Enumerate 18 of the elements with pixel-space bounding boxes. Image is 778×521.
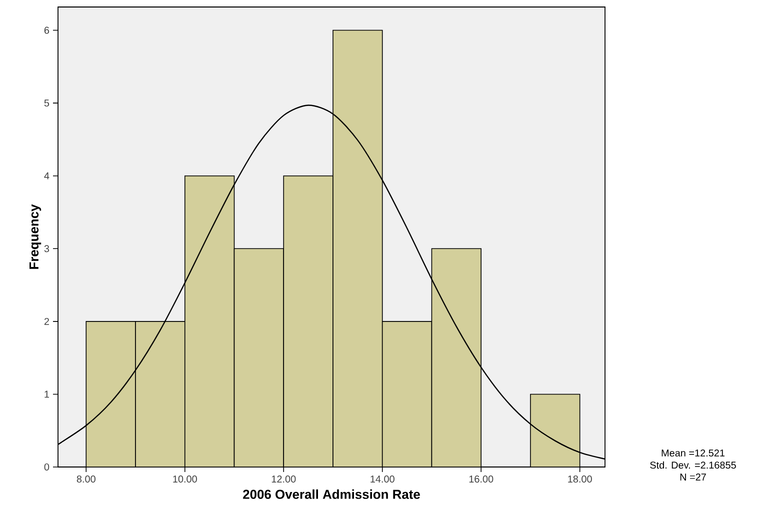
x-axis-title: 2006 Overall Admission Rate: [243, 489, 420, 499]
x-tick-label: 14.00: [370, 476, 394, 483]
x-tick-label: 10.00: [173, 476, 197, 483]
y-tick-label: 6: [44, 26, 50, 34]
x-tick-label: 16.00: [469, 476, 494, 483]
y-tick-label: 1: [44, 390, 49, 398]
text: Std. Dev. =2.16855: [650, 461, 736, 469]
text: N =27: [680, 474, 706, 480]
y-axis-title: Frequency: [30, 204, 42, 269]
x-tick-label: 12.00: [272, 476, 296, 483]
y-tick-label: 2: [44, 318, 49, 325]
y-tick-label: 3: [44, 245, 50, 252]
text: Mean =12.521: [662, 449, 724, 457]
y-tick-label: 0: [44, 463, 50, 471]
x-tick-label: 18.00: [568, 476, 592, 483]
y-tick-label: 4: [44, 172, 50, 180]
x-tick-label: 8.00: [76, 476, 96, 483]
y-tick-label: 5: [44, 100, 50, 107]
